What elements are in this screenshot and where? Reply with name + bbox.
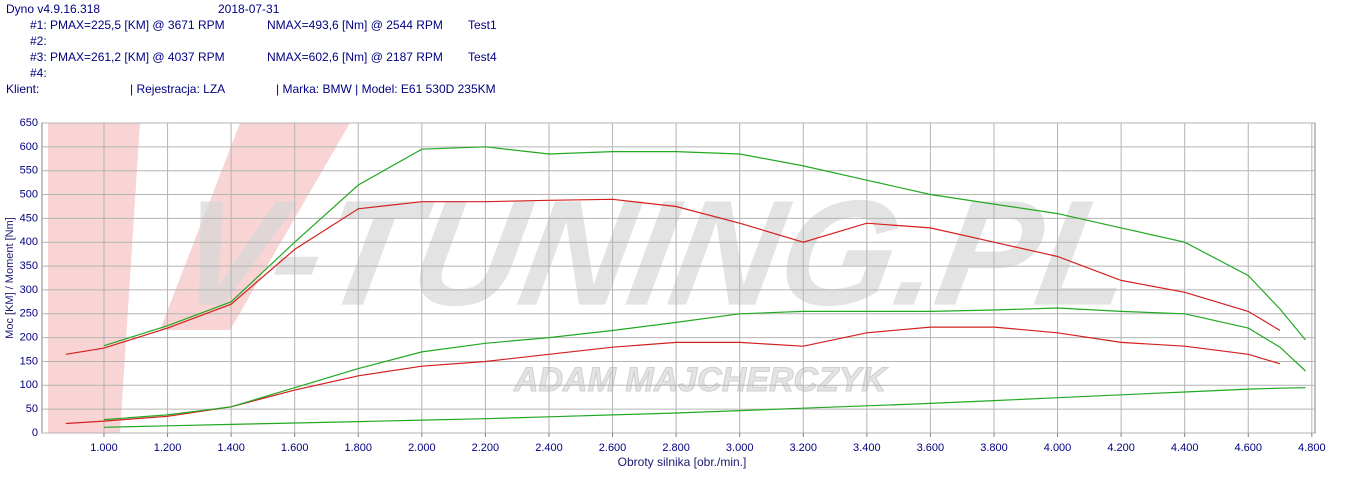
x-tick-label: 3.000 xyxy=(726,442,754,454)
app-version: Dyno v4.9.16.318 xyxy=(6,2,100,16)
x-axis-title: Obroty silnika [obr./min.] xyxy=(618,455,747,469)
y-tick-label: 0 xyxy=(32,427,38,439)
y-tick-label: 600 xyxy=(20,141,38,153)
watermark-shape xyxy=(160,123,350,330)
run-info: #1: PMAX=225,5 [KM] @ 3671 RPM xyxy=(30,18,225,32)
x-tick-label: 4.600 xyxy=(1234,442,1262,454)
curve xyxy=(65,326,1281,425)
y-tick-label: 200 xyxy=(20,332,38,344)
y-tick-label: 650 xyxy=(20,117,38,129)
y-tick-label: 500 xyxy=(20,188,38,200)
date: 2018-07-31 xyxy=(218,2,280,16)
x-tick-label: 1.000 xyxy=(90,442,118,454)
x-tick-label: 4.400 xyxy=(1171,442,1199,454)
run-info: #4: xyxy=(30,66,47,80)
curve xyxy=(103,146,1306,347)
watermark-shape xyxy=(48,123,140,433)
x-tick-label: 4.000 xyxy=(1044,442,1072,454)
run-info: #3: PMAX=261,2 [KM] @ 4037 RPM xyxy=(30,50,225,64)
x-tick-label: 1.600 xyxy=(281,442,309,454)
run-test: Test4 xyxy=(468,50,497,64)
x-tick-label: 2.000 xyxy=(408,442,436,454)
y-tick-label: 450 xyxy=(20,212,38,224)
run-info: #2: xyxy=(30,34,47,48)
watermark-sub: ADAM MAJCHERCZYK xyxy=(513,361,889,399)
x-tick-label: 2.400 xyxy=(535,442,563,454)
y-axis-title: Moc [KM] / Moment [Nm] xyxy=(4,217,16,339)
run-test: Test1 xyxy=(468,18,497,32)
y-tick-label: 150 xyxy=(20,355,38,367)
curve xyxy=(103,307,1306,421)
y-tick-label: 100 xyxy=(20,379,38,391)
y-tick-label: 350 xyxy=(20,260,38,272)
x-tick-label: 2.800 xyxy=(662,442,690,454)
x-tick-label: 3.600 xyxy=(917,442,945,454)
x-tick-label: 1.200 xyxy=(154,442,182,454)
curve xyxy=(65,198,1281,355)
x-tick-label: 1.800 xyxy=(344,442,372,454)
x-tick-label: 4.800 xyxy=(1298,442,1326,454)
x-tick-label: 2.200 xyxy=(472,442,500,454)
x-tick-label: 3.400 xyxy=(853,442,881,454)
registration: | Rejestracja: LZA xyxy=(130,82,225,96)
vehicle: | Marka: BMW | Model: E61 530D 235KM xyxy=(276,82,496,96)
y-tick-label: 250 xyxy=(20,308,38,320)
x-tick-label: 3.200 xyxy=(789,442,817,454)
y-tick-label: 550 xyxy=(20,165,38,177)
x-tick-label: 1.400 xyxy=(217,442,245,454)
y-tick-label: 300 xyxy=(20,284,38,296)
run-nmax: NMAX=493,6 [Nm] @ 2544 RPM xyxy=(267,18,443,32)
x-tick-label: 4.200 xyxy=(1107,442,1135,454)
watermark: V-TUNING.PL xyxy=(164,170,1146,338)
x-tick-label: 3.800 xyxy=(980,442,1008,454)
curve xyxy=(103,387,1306,428)
client: Klient: xyxy=(6,82,39,96)
y-tick-label: 50 xyxy=(26,403,38,415)
y-tick-label: 400 xyxy=(20,236,38,248)
run-nmax: NMAX=602,6 [Nm] @ 2187 RPM xyxy=(267,50,443,64)
x-tick-label: 2.600 xyxy=(599,442,627,454)
